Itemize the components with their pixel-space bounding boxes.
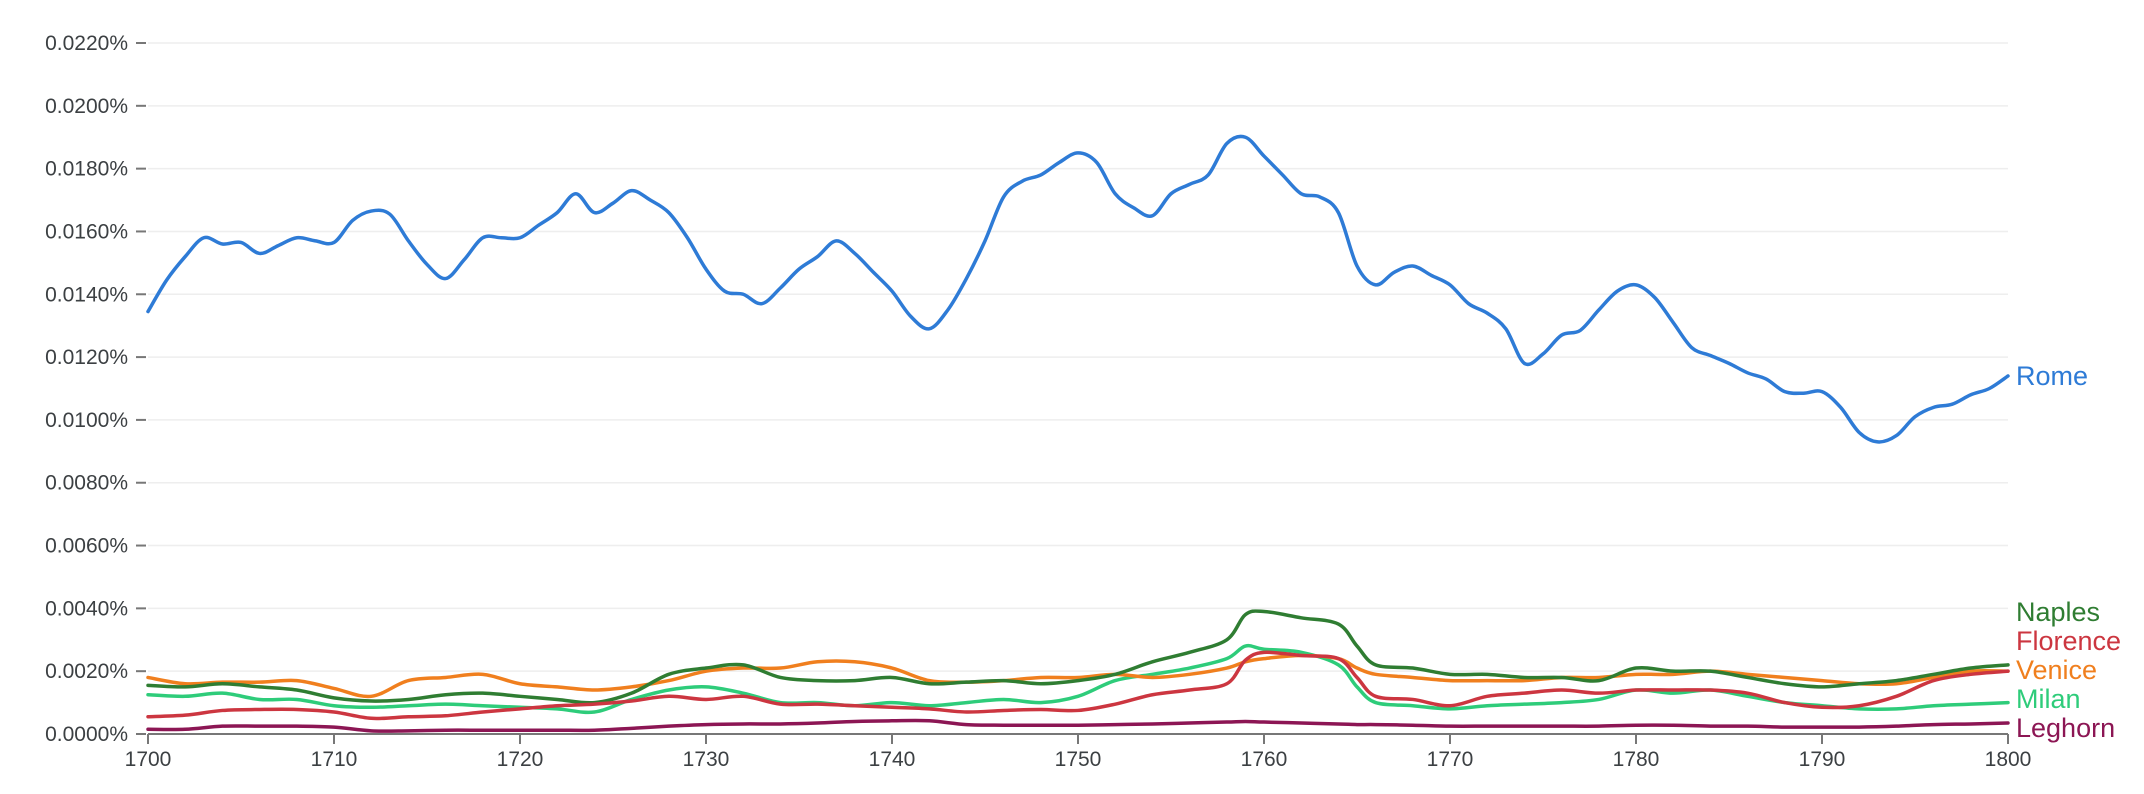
series-label-venice: Venice (2016, 655, 2097, 685)
series-label-milan: Milan (2016, 684, 2081, 714)
series-label-leghorn: Leghorn (2016, 713, 2115, 743)
y-tick-label: 0.0180% (45, 158, 128, 181)
series-line-rome[interactable] (146, 134, 2010, 444)
x-tick-label: 1750 (1055, 748, 1102, 771)
x-tick-label: 1800 (1985, 748, 2032, 771)
axes: 0.0000% 0.0020% 0.0040% 0.0060% 0.0080% 0.010… (45, 32, 2031, 771)
y-tick-label: 0.0160% (45, 220, 128, 243)
y-tick-label: 0.0000% (45, 723, 128, 746)
x-tick-label: 1770 (1427, 748, 1474, 771)
series-label-rome: Rome (2016, 361, 2088, 391)
series-line-florence[interactable] (146, 650, 2010, 721)
y-tick-label: 0.0060% (45, 535, 128, 558)
x-tick-label: 1760 (1241, 748, 1288, 771)
x-tick-label: 1720 (497, 748, 544, 771)
series-label-naples: Naples (2016, 597, 2100, 627)
x-tick-label: 1780 (1613, 748, 1660, 771)
x-tick-label: 1700 (125, 748, 172, 771)
x-tick-label: 1790 (1799, 748, 1846, 771)
series-lines[interactable] (146, 134, 2010, 733)
y-tick-label: 0.0040% (45, 597, 128, 620)
x-tick-label: 1730 (683, 748, 730, 771)
series-line-naples[interactable] (146, 609, 2010, 705)
y-tick-label: 0.0020% (45, 660, 128, 683)
y-tick-label: 0.0100% (45, 409, 128, 432)
x-tick-label: 1710 (311, 748, 358, 771)
x-tick-label: 1740 (869, 748, 916, 771)
y-tick-label: 0.0140% (45, 283, 128, 306)
series-label-florence: Florence (2016, 626, 2121, 656)
y-tick-label: 0.0220% (45, 32, 128, 55)
y-tick-label: 0.0200% (45, 95, 128, 118)
y-tick-label: 0.0120% (45, 346, 128, 369)
y-tick-label: 0.0080% (45, 472, 128, 495)
series-line-leghorn[interactable] (146, 718, 2010, 733)
series-line-milan[interactable] (146, 643, 2010, 715)
grid-lines (148, 42, 2008, 672)
